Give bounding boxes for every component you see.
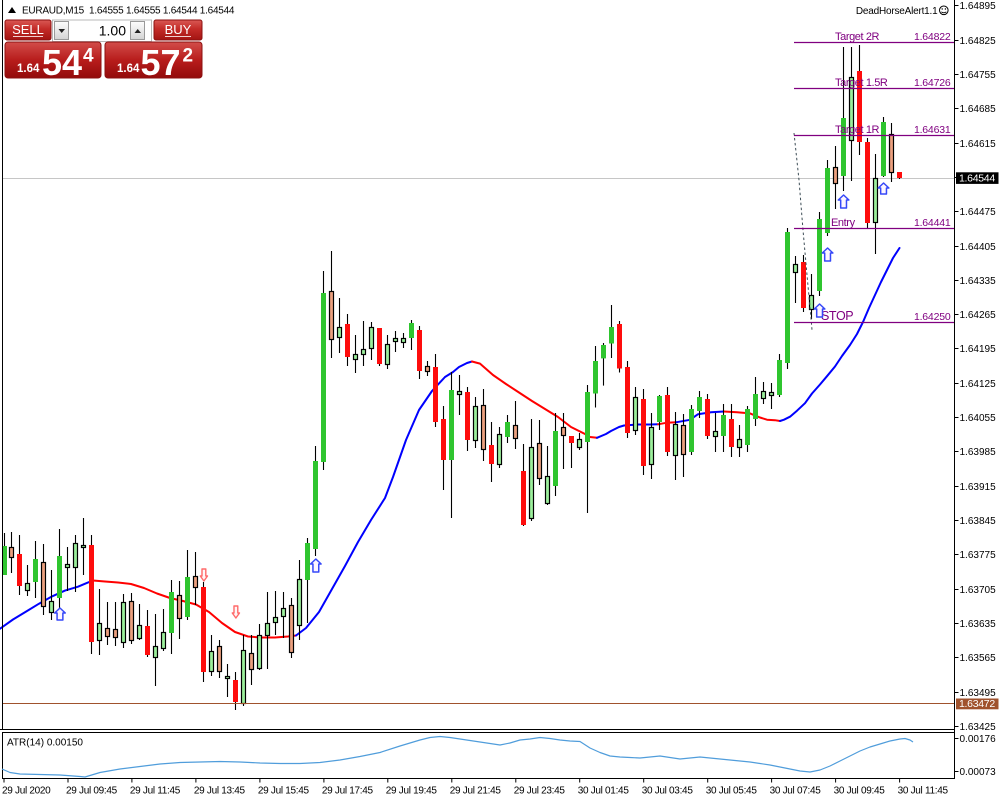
svg-text:29 Jul 19:45: 29 Jul 19:45 (386, 786, 438, 797)
svg-text:29 Jul 2020: 29 Jul 2020 (2, 786, 51, 797)
svg-text:0.00176: 0.00176 (960, 734, 997, 745)
svg-text:29 Jul 15:45: 29 Jul 15:45 (258, 786, 310, 797)
svg-text:30 Jul 09:45: 30 Jul 09:45 (834, 786, 886, 797)
svg-text:1.64544: 1.64544 (959, 172, 995, 184)
svg-text:1.64195: 1.64195 (960, 344, 997, 355)
svg-text:1.64822: 1.64822 (914, 31, 951, 43)
svg-text:1.64055: 1.64055 (960, 413, 997, 424)
svg-text:1.64441: 1.64441 (914, 217, 951, 229)
svg-text:1.64125: 1.64125 (960, 379, 997, 390)
svg-text:Entry: Entry (831, 217, 856, 229)
svg-text:0.00073: 0.00073 (960, 767, 997, 778)
svg-text:1.64475: 1.64475 (960, 207, 997, 218)
svg-text:2: 2 (183, 46, 194, 67)
svg-text:29 Jul 17:45: 29 Jul 17:45 (322, 786, 374, 797)
svg-text:STOP: STOP (821, 309, 853, 323)
svg-text:1.64: 1.64 (17, 63, 40, 75)
svg-text:1.00: 1.00 (99, 23, 126, 39)
svg-text:1.64: 1.64 (117, 63, 140, 75)
svg-text:1.63845: 1.63845 (960, 516, 997, 527)
svg-text:Target 1R: Target 1R (835, 124, 880, 136)
svg-text:1.64250: 1.64250 (914, 311, 951, 323)
svg-text:1.64335: 1.64335 (960, 276, 997, 287)
svg-text:1.64615: 1.64615 (960, 139, 997, 150)
svg-text:1.64405: 1.64405 (960, 242, 997, 253)
svg-text:ATR(14) 0.00150: ATR(14) 0.00150 (7, 738, 83, 749)
svg-text:29 Jul 09:45: 29 Jul 09:45 (66, 786, 118, 797)
svg-text:1.63495: 1.63495 (960, 688, 997, 699)
svg-text:1.64631: 1.64631 (914, 124, 951, 136)
svg-text:1.64726: 1.64726 (914, 77, 951, 89)
svg-text:54: 54 (42, 42, 82, 83)
svg-text:BUY: BUY (165, 22, 192, 37)
svg-text:Target 1.5R: Target 1.5R (835, 77, 888, 89)
svg-text:1.63565: 1.63565 (960, 653, 997, 664)
svg-text:29 Jul 21:45: 29 Jul 21:45 (450, 786, 502, 797)
svg-text:EURAUD,M15 1.64555 1.64555 1.: EURAUD,M15 1.64555 1.64555 1.64544 1.645… (22, 6, 235, 17)
svg-text:1.64825: 1.64825 (960, 36, 997, 47)
svg-text:29 Jul 23:45: 29 Jul 23:45 (514, 786, 566, 797)
svg-text:1.64265: 1.64265 (960, 310, 997, 321)
svg-text:1.63985: 1.63985 (960, 447, 997, 458)
svg-text:30 Jul 01:45: 30 Jul 01:45 (578, 786, 630, 797)
svg-text:1.64895: 1.64895 (960, 1, 997, 12)
svg-text:1.63472: 1.63472 (959, 698, 995, 710)
svg-text:1.63705: 1.63705 (960, 585, 997, 596)
svg-text:29 Jul 13:45: 29 Jul 13:45 (194, 786, 246, 797)
svg-text:Target 2R: Target 2R (835, 31, 880, 43)
svg-text:4: 4 (83, 46, 94, 67)
svg-text:1.63915: 1.63915 (960, 482, 997, 493)
svg-text:30 Jul 07:45: 30 Jul 07:45 (770, 786, 822, 797)
svg-text:57: 57 (141, 42, 181, 83)
svg-text:1.63425: 1.63425 (960, 722, 997, 733)
svg-text:1.63635: 1.63635 (960, 619, 997, 630)
svg-text:DeadHorseAlert1.1: DeadHorseAlert1.1 (856, 6, 938, 17)
svg-text:30 Jul 11:45: 30 Jul 11:45 (898, 786, 949, 797)
svg-text:1.63775: 1.63775 (960, 550, 997, 561)
svg-text:SELL: SELL (12, 22, 44, 37)
svg-text:29 Jul 11:45: 29 Jul 11:45 (130, 786, 181, 797)
svg-text:30 Jul 05:45: 30 Jul 05:45 (706, 786, 758, 797)
svg-text:30 Jul 03:45: 30 Jul 03:45 (642, 786, 694, 797)
svg-text:1.64685: 1.64685 (960, 104, 997, 115)
svg-text:1.64755: 1.64755 (960, 70, 997, 81)
